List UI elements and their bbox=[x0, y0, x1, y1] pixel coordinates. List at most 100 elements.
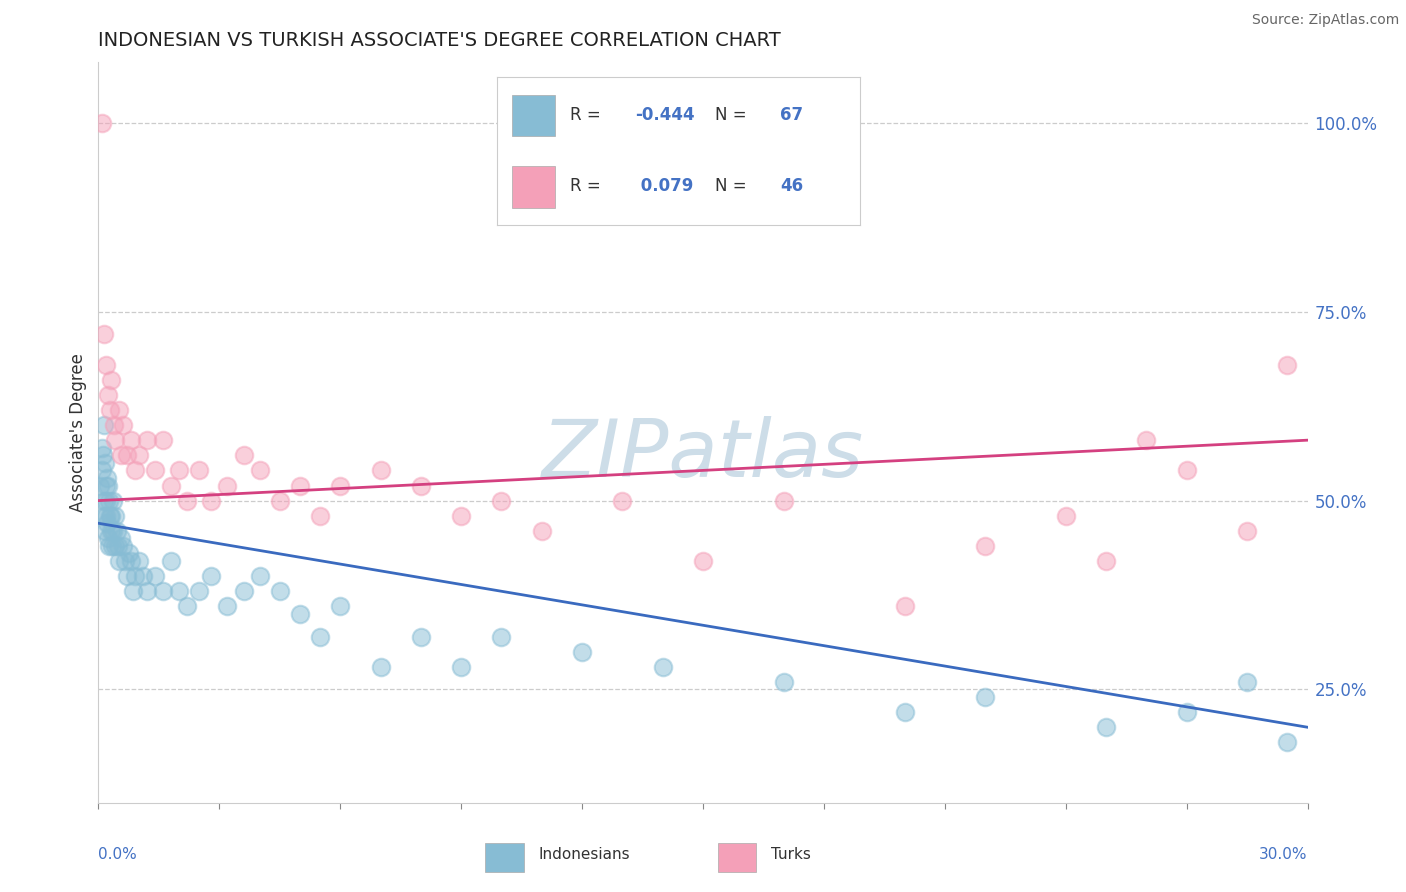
Point bbox=[217, 478, 239, 492]
Point bbox=[93, 493, 115, 508]
Point bbox=[167, 584, 190, 599]
Point bbox=[135, 433, 157, 447]
Point bbox=[612, 493, 634, 508]
Point bbox=[94, 456, 117, 470]
Y-axis label: Associate's Degree: Associate's Degree bbox=[69, 353, 87, 512]
Point bbox=[94, 478, 117, 492]
Point bbox=[167, 463, 190, 477]
Point bbox=[111, 418, 134, 433]
Point bbox=[98, 403, 121, 417]
Point bbox=[188, 463, 211, 477]
Point bbox=[101, 524, 124, 538]
Point bbox=[94, 524, 117, 538]
Point bbox=[269, 493, 291, 508]
Point bbox=[200, 493, 222, 508]
Point bbox=[124, 569, 146, 583]
Point bbox=[893, 599, 915, 614]
Point bbox=[1054, 508, 1077, 523]
Point bbox=[772, 493, 794, 508]
Point bbox=[329, 478, 352, 492]
Point bbox=[100, 524, 122, 538]
Point bbox=[103, 539, 125, 553]
Point bbox=[152, 433, 174, 447]
Point bbox=[1095, 554, 1118, 568]
Point bbox=[103, 493, 125, 508]
Point bbox=[107, 554, 129, 568]
Point bbox=[329, 599, 352, 614]
Point bbox=[110, 532, 132, 546]
Point bbox=[91, 448, 114, 462]
Point bbox=[188, 584, 211, 599]
Point bbox=[1175, 705, 1198, 719]
Point bbox=[96, 358, 118, 372]
Point bbox=[104, 433, 127, 447]
Point bbox=[105, 524, 128, 538]
Point bbox=[491, 630, 513, 644]
Point bbox=[571, 645, 593, 659]
Point bbox=[120, 433, 142, 447]
Point bbox=[692, 554, 714, 568]
Text: ZIPatlas: ZIPatlas bbox=[541, 416, 865, 494]
Point bbox=[100, 539, 122, 553]
Point bbox=[143, 569, 166, 583]
Point bbox=[89, 478, 111, 492]
Point bbox=[1175, 463, 1198, 477]
Point bbox=[98, 508, 121, 523]
Point bbox=[1095, 720, 1118, 734]
Point bbox=[128, 448, 150, 462]
Point bbox=[530, 524, 553, 538]
Point bbox=[135, 584, 157, 599]
Point bbox=[128, 554, 150, 568]
Point bbox=[772, 674, 794, 689]
Point bbox=[110, 448, 132, 462]
Point bbox=[249, 569, 271, 583]
Point bbox=[893, 705, 915, 719]
Point bbox=[450, 660, 472, 674]
Point bbox=[107, 403, 129, 417]
Point bbox=[450, 508, 472, 523]
Point bbox=[107, 539, 129, 553]
Point bbox=[176, 493, 198, 508]
Point bbox=[143, 463, 166, 477]
Point bbox=[974, 690, 997, 704]
Point bbox=[97, 539, 120, 553]
Point bbox=[309, 508, 332, 523]
Point bbox=[974, 539, 997, 553]
Point bbox=[97, 532, 120, 546]
Point bbox=[115, 569, 138, 583]
Point bbox=[152, 584, 174, 599]
Point bbox=[288, 478, 311, 492]
Point bbox=[90, 441, 112, 455]
Point bbox=[1135, 433, 1157, 447]
Text: Source: ZipAtlas.com: Source: ZipAtlas.com bbox=[1251, 13, 1399, 28]
Point bbox=[176, 599, 198, 614]
Point bbox=[118, 547, 141, 561]
Point bbox=[132, 569, 155, 583]
Point bbox=[409, 478, 432, 492]
Point bbox=[96, 516, 118, 531]
Text: 30.0%: 30.0% bbox=[1260, 847, 1308, 863]
Point bbox=[93, 418, 115, 433]
Point bbox=[96, 508, 118, 523]
Point bbox=[309, 630, 332, 644]
Point bbox=[249, 463, 271, 477]
Point bbox=[1277, 735, 1299, 749]
Point bbox=[1236, 674, 1258, 689]
Point bbox=[1277, 358, 1299, 372]
Point bbox=[100, 373, 122, 387]
Point bbox=[100, 508, 122, 523]
Point bbox=[94, 493, 117, 508]
Point bbox=[97, 388, 120, 402]
Point bbox=[97, 478, 120, 492]
Point bbox=[115, 448, 138, 462]
Point bbox=[491, 493, 513, 508]
Point bbox=[111, 539, 134, 553]
Point bbox=[121, 584, 143, 599]
Point bbox=[160, 478, 183, 492]
Point bbox=[98, 493, 121, 508]
Text: 0.0%: 0.0% bbox=[98, 847, 138, 863]
Point bbox=[232, 448, 254, 462]
Point bbox=[91, 116, 114, 130]
Point bbox=[1236, 524, 1258, 538]
Point bbox=[114, 554, 136, 568]
